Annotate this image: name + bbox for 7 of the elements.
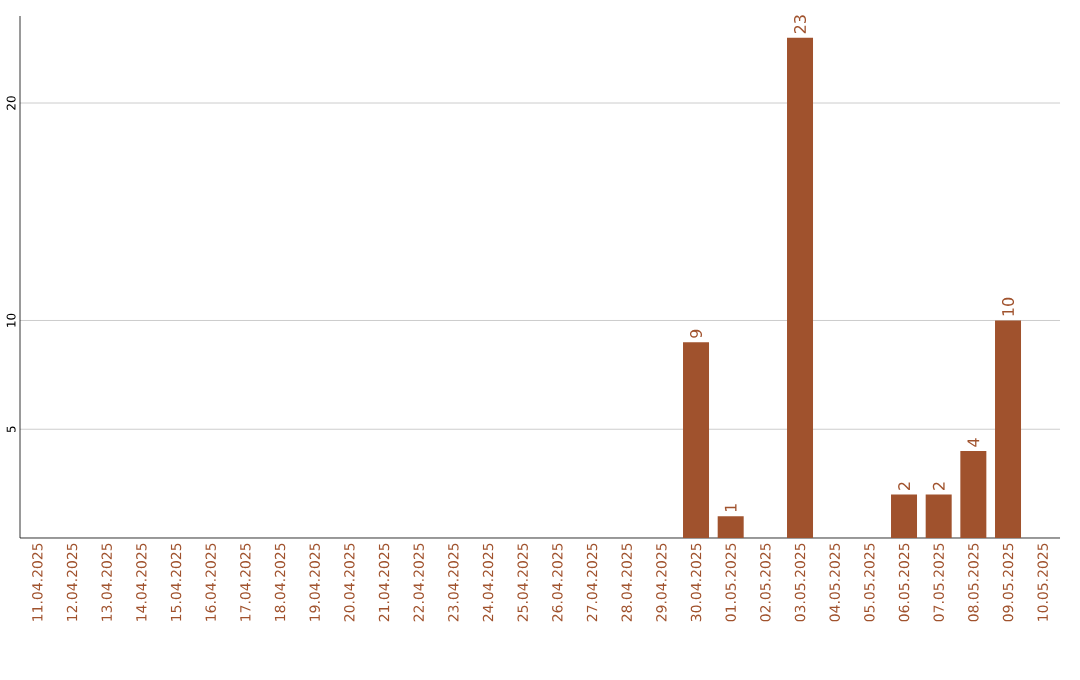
bar [995, 320, 1022, 538]
bar [891, 494, 918, 538]
bar [717, 516, 744, 538]
bar [787, 37, 814, 538]
bar [960, 451, 987, 538]
bar [683, 342, 710, 538]
bar [925, 494, 952, 538]
